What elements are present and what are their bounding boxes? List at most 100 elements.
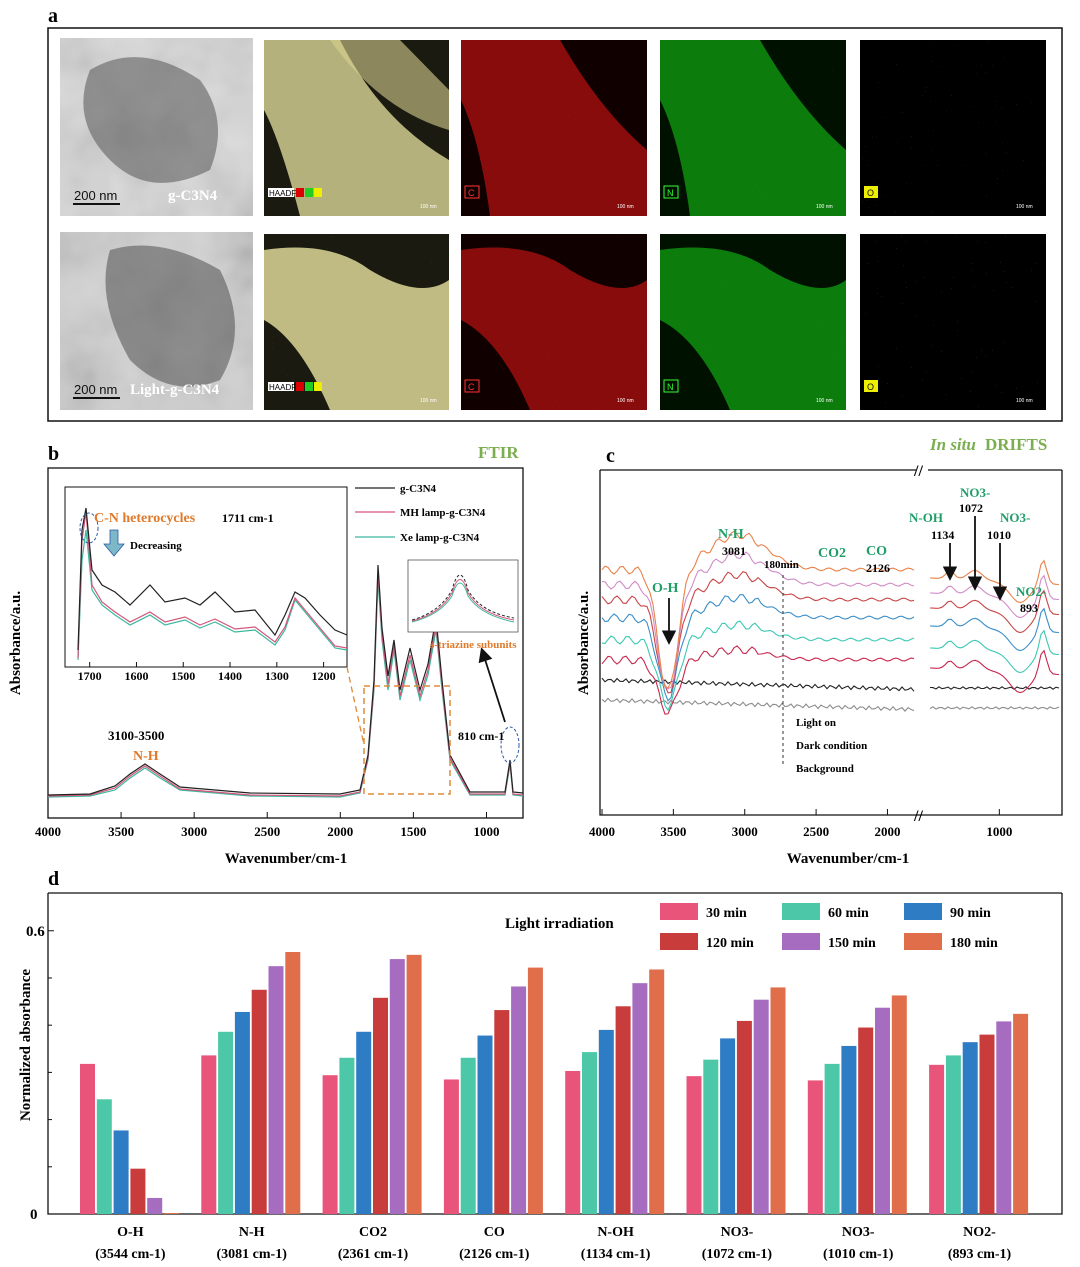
inset-xtick-label-4: 1300 bbox=[265, 669, 289, 683]
bar-xlabel-name-4: N-OH bbox=[597, 1225, 634, 1240]
ann-noh: N-OH bbox=[909, 510, 943, 525]
drifts-series-1-b bbox=[929, 686, 1060, 690]
triazine-curve-mh bbox=[411, 579, 515, 622]
inset-series-xe bbox=[77, 529, 348, 661]
panel-a: a 200 nm g-C3N4 HAADF 100 nm C bbox=[47, 5, 1063, 422]
ann-co2: CO2 bbox=[818, 546, 846, 561]
bar-ytick-label-1: 0.6 bbox=[26, 924, 45, 940]
drifts-series-0-b bbox=[929, 706, 1060, 710]
legend-label-1: 60 min bbox=[828, 906, 869, 921]
inset-highlight-circle bbox=[79, 512, 99, 544]
bar-xlabel-name-0: O-H bbox=[117, 1225, 144, 1240]
panel-a-label: a bbox=[48, 5, 58, 27]
c-map-label-row2: C bbox=[468, 382, 475, 392]
inset-series-mh bbox=[77, 511, 348, 659]
legend-label-4: 150 min bbox=[828, 936, 876, 951]
ann-dark: Dark condition bbox=[796, 740, 867, 752]
bar-4-3 bbox=[615, 1006, 631, 1214]
bar-4-2 bbox=[598, 1029, 614, 1214]
tem-image-row1: 200 nm g-C3N4 bbox=[60, 38, 253, 216]
bar-4-4 bbox=[632, 983, 648, 1214]
drifts-series-0-a bbox=[601, 697, 915, 712]
scale-map-row2-haadf: 100 nm bbox=[420, 398, 437, 404]
bar-xlabel-name-5: NO3- bbox=[721, 1225, 754, 1240]
drifts-series-2-a bbox=[601, 645, 915, 715]
legend-title: Light irradiation bbox=[505, 916, 614, 932]
scale-tem-row2: 200 nm bbox=[74, 382, 117, 397]
nh-label-b: N-H bbox=[133, 749, 159, 764]
legend-g: g-C3N4 bbox=[400, 483, 437, 495]
c-map-row2: C 100 nm bbox=[461, 234, 647, 410]
bar-2-3 bbox=[373, 997, 388, 1214]
bar-0-2 bbox=[113, 1130, 129, 1214]
ftir-xtick-label-4: 2000 bbox=[327, 824, 353, 839]
ann-noh-val: 1134 bbox=[931, 528, 954, 542]
legend-swatch-0 bbox=[660, 903, 698, 920]
o-map-label-row1: O bbox=[867, 188, 874, 198]
bar-3-0 bbox=[443, 1079, 459, 1214]
ann-no2-val: 893 bbox=[1020, 601, 1038, 615]
drifts-series-6-a bbox=[601, 550, 915, 690]
zoom-line bbox=[346, 666, 365, 746]
ann-nh: N-H bbox=[718, 527, 744, 542]
ann-oh: O-H bbox=[652, 581, 679, 596]
bar-3-4 bbox=[511, 986, 527, 1214]
drifts-ylabel: Absorbance/a.u. bbox=[576, 591, 592, 695]
bar-xlabel-wn-2: (2361 cm-1) bbox=[338, 1247, 409, 1262]
bar-7-5 bbox=[1013, 1013, 1029, 1214]
bar-4-5 bbox=[649, 969, 665, 1214]
bar-7-4 bbox=[996, 1021, 1012, 1214]
drifts-xlabel: Wavenumber/cm-1 bbox=[787, 851, 909, 867]
legend-swatch-3 bbox=[660, 933, 698, 950]
haadf-map-row1: HAADF 100 nm bbox=[264, 40, 449, 216]
scale-tem-row1: 200 nm bbox=[74, 188, 117, 203]
scale-map-row2-o: 100 nm bbox=[1016, 398, 1033, 404]
bar-frame bbox=[47, 893, 1063, 1215]
inset-peak: 1711 cm-1 bbox=[222, 511, 274, 525]
drifts-series-4-b bbox=[929, 607, 1060, 652]
ftir-xtick-label-5: 1500 bbox=[400, 824, 426, 839]
ftir-ylabel: Absorbance/a.u. bbox=[8, 591, 24, 695]
legend-label-0: 30 min bbox=[706, 906, 747, 921]
drifts-series-1-a bbox=[601, 677, 915, 692]
bar-3-1 bbox=[460, 1057, 476, 1214]
panel-c: c In situ DRIFTS // // O-H N-H 3081 180m… bbox=[576, 435, 1063, 867]
n-map-row2: N 100 nm bbox=[660, 234, 846, 410]
c-map-row1: C 100 nm bbox=[461, 40, 647, 216]
bar-2-5 bbox=[406, 954, 422, 1214]
drifts-frame bbox=[599, 470, 1063, 816]
triazine-inset: s-triazine subunits bbox=[407, 559, 519, 651]
triazine-frame bbox=[407, 559, 519, 633]
bar-2-0 bbox=[322, 1075, 338, 1214]
scale-map-row1-o: 100 nm bbox=[1016, 204, 1033, 210]
bar-1-1 bbox=[218, 1031, 234, 1214]
legend-swatch-1 bbox=[782, 903, 820, 920]
ftir-xtick-label-0: 4000 bbox=[35, 824, 61, 839]
inset-xtick-label-3: 1400 bbox=[218, 669, 242, 683]
inset-series-g bbox=[77, 507, 348, 651]
bar-1-3 bbox=[251, 989, 267, 1214]
bar-5-0 bbox=[686, 1076, 702, 1214]
scale-map-row1-c: 100 nm bbox=[617, 204, 634, 210]
ann-no2: NO2- bbox=[1016, 584, 1046, 599]
ann-co: CO bbox=[866, 544, 887, 559]
ftir-xtick-label-6: 1000 bbox=[473, 824, 499, 839]
bar-2-1 bbox=[339, 1057, 355, 1214]
drifts-series-3-b bbox=[929, 629, 1060, 674]
ftir-plot-frame bbox=[47, 467, 524, 819]
legend-swatch-5 bbox=[904, 933, 942, 950]
bar-xlabel-wn-4: (1134 cm-1) bbox=[581, 1247, 651, 1262]
bar-5-4 bbox=[753, 999, 769, 1214]
drifts-xtick-label-3: 2500 bbox=[803, 824, 829, 839]
bar-1-2 bbox=[234, 1011, 250, 1214]
ftir-x-ticks: 4000 3500 3000 2500 2000 1500 1000 bbox=[35, 812, 499, 839]
decreasing-arrow-icon bbox=[103, 529, 125, 557]
sample-label-row1: g-C3N4 bbox=[168, 188, 218, 204]
bar-4-1 bbox=[582, 1052, 597, 1214]
bar-6-5 bbox=[891, 995, 907, 1214]
scale-map-row1-n: 100 nm bbox=[816, 204, 833, 210]
nh-range: 3100-3500 bbox=[108, 728, 164, 743]
bar-series bbox=[80, 952, 1029, 1214]
bar-6-1 bbox=[824, 1063, 840, 1214]
